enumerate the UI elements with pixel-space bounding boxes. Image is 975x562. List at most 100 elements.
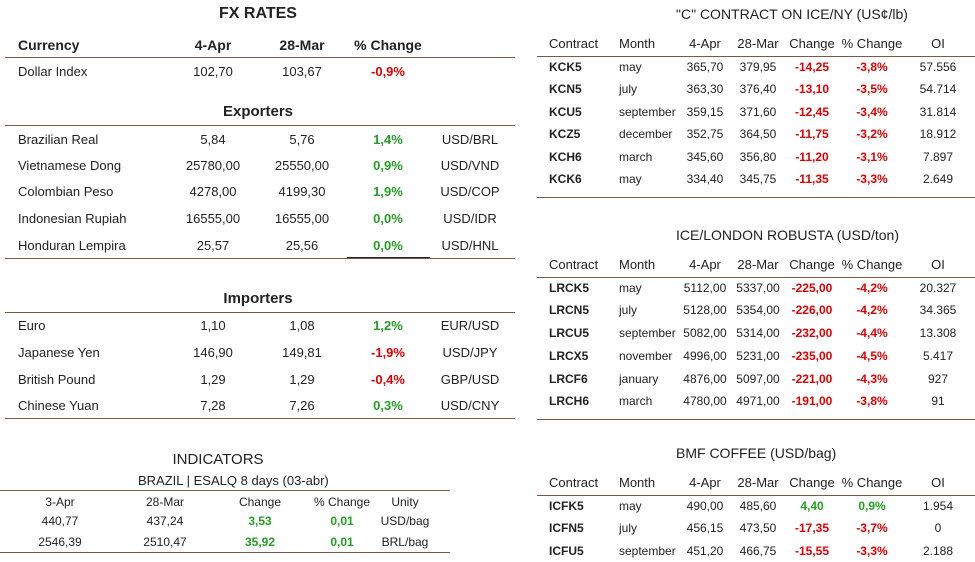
change-value: 1,9% bbox=[373, 184, 403, 199]
cell: 334,40 bbox=[686, 172, 724, 186]
cell: 4996,00 bbox=[683, 349, 727, 363]
cell: 5337,00 bbox=[736, 281, 780, 295]
cell: 18.912 bbox=[919, 127, 957, 141]
change-value: -11,35 bbox=[795, 172, 829, 186]
rule bbox=[537, 419, 975, 420]
change-value: -4,2% bbox=[856, 281, 888, 295]
cell: 146,90 bbox=[193, 345, 233, 360]
cell: ICFK5 bbox=[549, 499, 584, 513]
cell: 345,60 bbox=[686, 150, 724, 164]
column-header: Contract bbox=[549, 475, 599, 490]
cell: 31.814 bbox=[919, 105, 957, 119]
cell: 437,24 bbox=[146, 514, 184, 528]
cell: Vietnamese Dong bbox=[18, 158, 122, 173]
cell: Euro bbox=[18, 318, 46, 333]
cell: Indonesian Rupiah bbox=[18, 211, 127, 226]
cell: LRCH6 bbox=[549, 394, 590, 408]
cell: LRCX5 bbox=[549, 349, 589, 363]
cell: 5112,00 bbox=[683, 281, 727, 295]
column-header: 4-Apr bbox=[689, 475, 721, 490]
cell: 57.556 bbox=[919, 60, 957, 74]
cell: USD/CNY bbox=[440, 398, 500, 413]
rule bbox=[537, 56, 975, 57]
column-header: OI bbox=[931, 36, 945, 51]
cell: 16555,00 bbox=[274, 211, 330, 226]
cell: 149,81 bbox=[282, 345, 322, 360]
cell: LRCU5 bbox=[549, 326, 590, 340]
column-header: Contract bbox=[549, 36, 599, 51]
cell: 363,30 bbox=[686, 82, 724, 96]
rule bbox=[5, 125, 515, 126]
cell: 2510,47 bbox=[143, 535, 187, 549]
rule bbox=[0, 552, 450, 553]
cell: 54.714 bbox=[919, 82, 957, 96]
change-value: -15,55 bbox=[794, 544, 830, 558]
section-title: ICE/LONDON ROBUSTA (USD/ton) bbox=[676, 227, 900, 243]
change-value: 0,01 bbox=[330, 535, 354, 549]
change-value: -191,00 bbox=[791, 394, 833, 408]
cell: 473,50 bbox=[739, 521, 777, 535]
change-value: -17,35 bbox=[794, 521, 830, 535]
cell: july bbox=[619, 303, 638, 317]
column-header: Currency bbox=[18, 37, 80, 53]
change-value: -3,8% bbox=[856, 60, 888, 74]
cell: 20.327 bbox=[919, 281, 957, 295]
cell: 4199,30 bbox=[278, 184, 326, 199]
cell: september bbox=[619, 544, 676, 558]
rule bbox=[537, 277, 975, 278]
cell: march bbox=[619, 394, 653, 408]
cell: 5354,00 bbox=[736, 303, 780, 317]
column-header: Change bbox=[789, 257, 835, 272]
cell: USD/BRL bbox=[441, 132, 499, 147]
cell: British Pound bbox=[18, 372, 96, 387]
cell: 2546,39 bbox=[38, 535, 82, 549]
change-value: 35,92 bbox=[244, 535, 276, 549]
change-value: -1,9% bbox=[371, 345, 405, 360]
column-header: 4-Apr bbox=[194, 37, 232, 53]
change-value: 0,9% bbox=[858, 499, 886, 513]
cell: 5.417 bbox=[922, 349, 954, 363]
column-header: % Change bbox=[841, 257, 903, 272]
section-title: Importers bbox=[223, 290, 293, 307]
cell: Chinese Yuan bbox=[18, 398, 99, 413]
cell: 490,00 bbox=[686, 499, 724, 513]
change-value: -4,2% bbox=[856, 303, 888, 317]
cell: EUR/USD bbox=[440, 318, 500, 333]
change-value: -13,10 bbox=[794, 82, 830, 96]
cell: 7,28 bbox=[200, 398, 226, 413]
cell: 25780,00 bbox=[185, 158, 241, 173]
rule bbox=[347, 257, 430, 258]
cell: 4780,00 bbox=[683, 394, 727, 408]
section-title: Exporters bbox=[222, 103, 294, 120]
cell: 466,75 bbox=[739, 544, 777, 558]
cell: 16555,00 bbox=[185, 211, 241, 226]
cell: 4876,00 bbox=[683, 372, 727, 386]
cell: july bbox=[619, 521, 638, 535]
change-value: 0,9% bbox=[373, 158, 403, 173]
cell: KCZ5 bbox=[549, 127, 581, 141]
change-value: -4,3% bbox=[856, 372, 888, 386]
change-value: -225,00 bbox=[791, 281, 833, 295]
column-header: Change bbox=[789, 36, 835, 51]
change-value: 1,4% bbox=[373, 132, 403, 147]
column-header: Contract bbox=[549, 257, 599, 272]
cell: 13.308 bbox=[919, 326, 957, 340]
cell: may bbox=[619, 60, 642, 74]
column-header: Change bbox=[238, 495, 282, 509]
cell: september bbox=[619, 326, 676, 340]
cell: 4278,00 bbox=[189, 184, 237, 199]
column-header: % Change bbox=[354, 37, 422, 53]
change-value: -14,25 bbox=[794, 60, 830, 74]
rule bbox=[5, 57, 515, 58]
cell: Brazilian Real bbox=[18, 132, 99, 147]
cell: Dollar Index bbox=[18, 64, 88, 79]
subtitle: BRAZIL | ESALQ 8 days (03-abr) bbox=[138, 473, 329, 488]
cell: 451,20 bbox=[686, 544, 724, 558]
cell: 102,70 bbox=[193, 64, 233, 79]
cell: 485,60 bbox=[739, 499, 777, 513]
cell: 927 bbox=[927, 372, 949, 386]
column-header: 4-Apr bbox=[689, 257, 721, 272]
cell: Colombian Peso bbox=[18, 184, 114, 199]
cell: 365,70 bbox=[686, 60, 724, 74]
